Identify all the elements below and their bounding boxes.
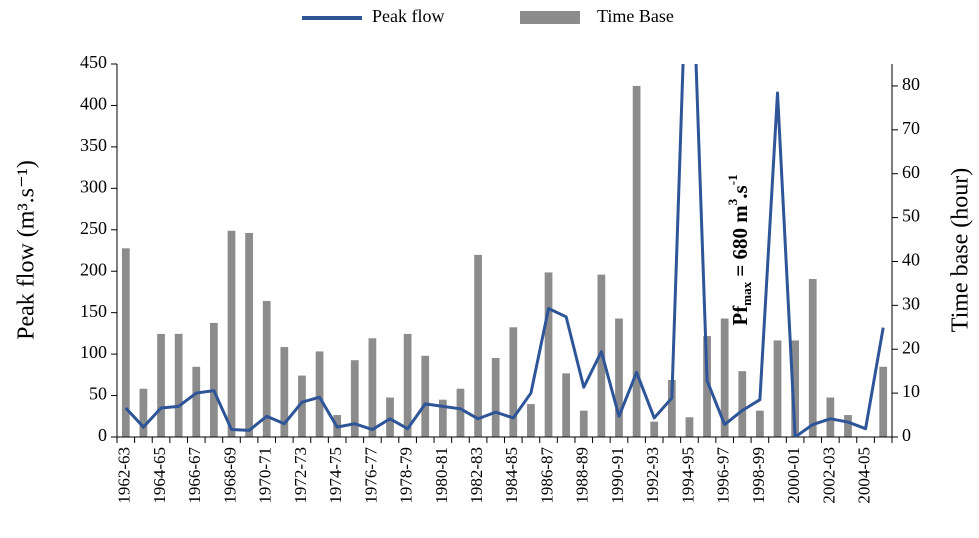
annotation-part: 3 (725, 198, 740, 205)
y-tick-label: 0 (98, 425, 107, 445)
bar (298, 375, 306, 437)
bar (456, 388, 465, 437)
x-tick-label: 1994-95 (678, 447, 697, 504)
bar (245, 232, 253, 437)
bar (650, 421, 659, 437)
bar (579, 410, 588, 437)
bar (474, 254, 482, 437)
bar (738, 371, 747, 437)
bar (527, 404, 535, 437)
annotation-part: .s (728, 185, 752, 198)
x-tick-label: 1974-75 (326, 447, 345, 504)
bar (491, 358, 500, 437)
x-tick-label: 2004-05 (854, 447, 873, 504)
x-tick-label: 1962-63 (115, 447, 134, 504)
bar (121, 248, 130, 437)
x-tick-label: 1980-81 (432, 447, 451, 504)
legend-label: Time Base (597, 6, 674, 26)
x-tick-label: 1978-79 (397, 447, 416, 504)
bar (632, 85, 641, 438)
y-tick-label: 150 (80, 301, 107, 321)
bar (544, 272, 553, 437)
annotation-part: Pf (728, 305, 752, 326)
y2-tick-label: 20 (902, 337, 920, 357)
bar (262, 300, 271, 437)
bar (808, 279, 817, 437)
x-tick-label: 1996-97 (714, 447, 733, 504)
legend: Peak flow Time Base (302, 6, 674, 26)
y2-tick-label: 80 (902, 74, 920, 94)
x-tick-label: 1984-85 (502, 447, 521, 504)
line-group (124, 64, 885, 437)
y-tick-label: 300 (80, 176, 107, 196)
bar (685, 417, 694, 437)
x-tick-label: 2000-01 (784, 447, 803, 504)
y-tick-label: 200 (80, 259, 107, 279)
x-tick-label: 1964-65 (150, 447, 169, 504)
bar (315, 351, 324, 437)
bar (280, 347, 289, 437)
x-tick-label: 1970-71 (256, 447, 275, 504)
annotation: Pfmax = 680 m3.s-1 (725, 174, 754, 325)
x-tick-label: 1988-89 (573, 447, 592, 504)
y-tick-label: 450 (80, 52, 107, 72)
y2-tick-label: 60 (902, 162, 920, 182)
legend-swatch (520, 11, 580, 24)
bar (756, 410, 764, 437)
bar (826, 397, 835, 437)
x-tick-label: 1992-93 (643, 447, 662, 504)
x-tick-label: 1998-99 (749, 447, 768, 504)
bar (615, 318, 623, 437)
y2-tick-label: 50 (902, 206, 920, 226)
x-tick-label: 1990-91 (608, 447, 627, 504)
y-tick-label: 400 (80, 94, 107, 114)
annotation-part: = 680 m (728, 205, 752, 282)
bar (403, 333, 412, 437)
bar (350, 360, 359, 437)
bar (192, 366, 201, 437)
x-tick-label: 1976-77 (361, 447, 380, 504)
bar (210, 322, 218, 437)
annotation-part: max (739, 281, 754, 305)
bar (157, 333, 165, 437)
bar (227, 230, 236, 437)
y2-tick-label: 0 (902, 425, 911, 445)
bar (139, 388, 148, 437)
bar (509, 327, 518, 437)
x-tick-label: 1968-69 (220, 447, 239, 504)
x-tick-label: 1982-83 (467, 447, 486, 504)
annotation-part: -1 (725, 174, 740, 185)
bar (720, 318, 729, 437)
y2-tick-label: 40 (902, 250, 920, 270)
bar (174, 333, 183, 437)
y-axis-title: Peak flow (m³.s⁻¹) (14, 160, 40, 340)
x-tick-label: 1972-73 (291, 447, 310, 504)
y-tick-label: 50 (89, 384, 107, 404)
x-tick-label: 1966-67 (185, 447, 204, 504)
bar (703, 336, 711, 437)
bar (562, 373, 571, 437)
bar (438, 399, 447, 437)
bar (844, 415, 852, 437)
bar (386, 397, 394, 437)
y2-axis-title: Time base (hour) (948, 168, 974, 332)
legend-label: Peak flow (372, 6, 444, 26)
bar (667, 379, 676, 437)
y-tick-label: 350 (80, 135, 107, 155)
x-tick-label: 1986-87 (537, 447, 556, 504)
bar (791, 340, 799, 437)
x-tick-label: 2002-03 (819, 447, 838, 504)
line (124, 64, 885, 437)
y2-tick-label: 10 (902, 381, 920, 401)
bar (773, 340, 782, 437)
y2-tick-label: 70 (902, 118, 920, 138)
bar (368, 338, 377, 437)
bar (879, 366, 888, 437)
bar (421, 355, 430, 437)
y-tick-label: 100 (80, 342, 107, 362)
y-tick-label: 250 (80, 218, 107, 238)
y2-tick-label: 30 (902, 293, 920, 313)
